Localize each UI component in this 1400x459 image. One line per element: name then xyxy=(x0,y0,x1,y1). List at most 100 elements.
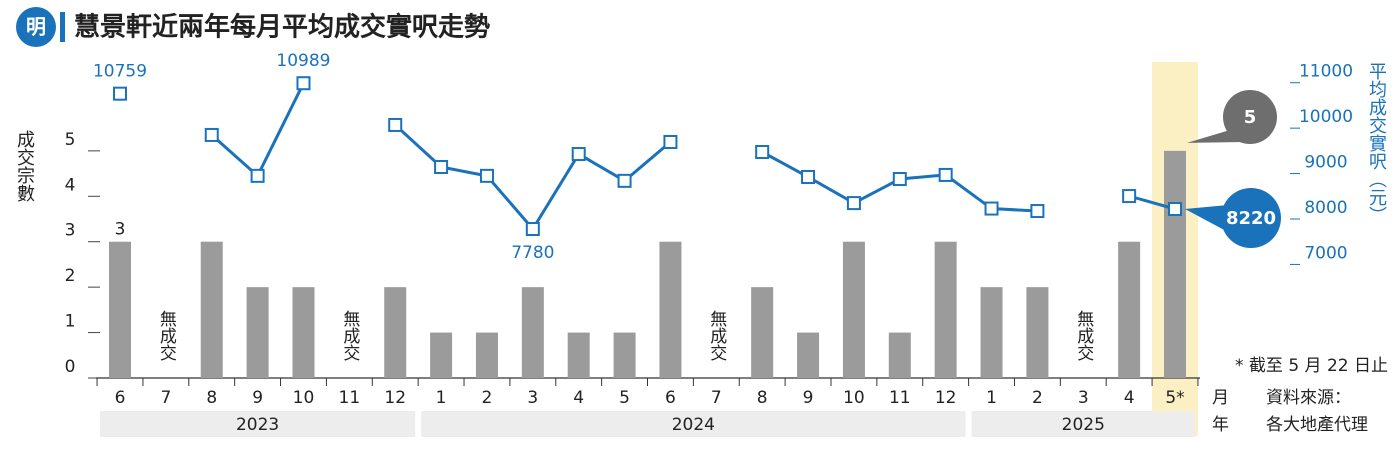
x-tick-label: 1 xyxy=(436,388,447,408)
year-label: 2024 xyxy=(672,415,715,435)
y-axis-label: 成交宗數 xyxy=(14,130,35,202)
line-marker xyxy=(755,144,770,159)
line-value-label: 8220 xyxy=(1226,208,1276,229)
bar xyxy=(842,241,865,378)
source: 各大地產代理 xyxy=(1266,415,1368,435)
bar xyxy=(797,332,820,378)
line-marker xyxy=(1122,189,1137,204)
bar-value-label: 無成交 xyxy=(1073,310,1094,361)
bar-value-label: 無成交 xyxy=(706,310,727,361)
line-marker xyxy=(296,76,311,91)
line-marker xyxy=(204,127,219,142)
year-band xyxy=(421,411,966,437)
x-tick-label: 12 xyxy=(935,388,957,408)
bar xyxy=(980,287,1003,378)
bar xyxy=(475,332,498,378)
bar-value-label: 無成交 xyxy=(339,310,360,361)
line-marker xyxy=(801,169,816,184)
y2-tick-label: 10000 xyxy=(1299,107,1353,127)
x-tick-label: 8 xyxy=(206,388,217,408)
x-tick-label: 2 xyxy=(1032,388,1043,408)
line-value-label: 10989 xyxy=(276,51,330,71)
x-tick-label: 2 xyxy=(482,388,493,408)
year-label: 2023 xyxy=(236,415,279,435)
line-marker xyxy=(571,147,586,162)
x-tick-label: 5* xyxy=(1165,388,1184,408)
line-marker xyxy=(1030,204,1045,219)
bar xyxy=(613,332,636,378)
y-tick-label: 1 xyxy=(65,312,76,332)
bar xyxy=(521,287,544,378)
bar xyxy=(934,241,957,378)
line-marker xyxy=(434,159,449,174)
bar xyxy=(888,332,911,378)
line-marker xyxy=(525,221,540,236)
x-tick-label: 4 xyxy=(573,388,584,408)
y2-tick-label: 9000 xyxy=(1304,153,1347,173)
x-tick-label: 9 xyxy=(803,388,814,408)
year-label: 2025 xyxy=(1062,415,1105,435)
y2-tick-label: 7000 xyxy=(1304,243,1347,263)
bar-value-label: 無成交 xyxy=(156,310,177,361)
y-tick-label: 0 xyxy=(65,357,76,377)
source-label: 資料來源： xyxy=(1266,388,1351,408)
line-marker xyxy=(984,201,999,216)
x-tick-label: 6 xyxy=(665,388,676,408)
line-marker xyxy=(1168,202,1183,217)
x-tick-label: 11 xyxy=(339,388,361,408)
bar-value-label: 3 xyxy=(115,220,126,240)
line-marker xyxy=(388,117,403,132)
x-tick-label: 3 xyxy=(1078,388,1089,408)
bar-value-label: 5 xyxy=(1244,107,1257,128)
line-marker xyxy=(250,168,265,183)
y2-tick-label: 11000 xyxy=(1299,62,1353,82)
line xyxy=(1128,194,1176,211)
x-tick-label: 8 xyxy=(757,388,768,408)
y-tick-label: 5 xyxy=(65,130,76,150)
line-value-label: 7780 xyxy=(511,243,554,263)
bar xyxy=(246,287,269,378)
line-marker xyxy=(113,86,127,101)
bar xyxy=(292,287,315,378)
x-tick-label: 4 xyxy=(1124,388,1135,408)
line xyxy=(210,82,305,179)
bar xyxy=(567,332,590,378)
x-unit-label: 月 xyxy=(1212,388,1229,408)
bar xyxy=(1118,241,1141,378)
x-tick-label: 10 xyxy=(843,388,865,408)
x-tick-label: 11 xyxy=(889,388,911,408)
callout xyxy=(1223,90,1277,144)
note: * 截至 5 月 22 日止 xyxy=(1235,356,1388,376)
bar xyxy=(384,287,407,378)
bar xyxy=(430,332,453,378)
y2-axis-label: 平均成交實呎（元） xyxy=(1366,62,1387,224)
bar xyxy=(1164,150,1187,378)
line-marker xyxy=(892,172,907,187)
bar xyxy=(109,241,131,378)
logo-badge xyxy=(16,7,56,47)
callout-tail xyxy=(1185,205,1228,232)
bar xyxy=(659,241,682,378)
year-band xyxy=(971,411,1195,437)
x-tick-label: 7 xyxy=(711,388,722,408)
y-tick-label: 4 xyxy=(65,175,76,195)
x-tick-label: 1 xyxy=(986,388,997,408)
line-marker xyxy=(846,196,861,211)
bar xyxy=(1026,287,1049,378)
line-marker xyxy=(938,167,953,182)
x-tick-label: 12 xyxy=(384,388,406,408)
x-tick-label: 3 xyxy=(527,388,538,408)
line-marker xyxy=(617,173,632,188)
x-tick-label: 6 xyxy=(115,388,126,408)
y-tick-label: 2 xyxy=(65,266,76,286)
line-marker xyxy=(663,134,678,149)
bar xyxy=(751,287,774,378)
bar xyxy=(200,241,223,378)
line-marker xyxy=(479,168,494,183)
logo: 明 xyxy=(26,15,46,39)
year-band xyxy=(100,411,416,437)
x-tick-label: 10 xyxy=(293,388,315,408)
title-bar xyxy=(60,12,65,42)
y2-tick-label: 8000 xyxy=(1304,198,1347,218)
